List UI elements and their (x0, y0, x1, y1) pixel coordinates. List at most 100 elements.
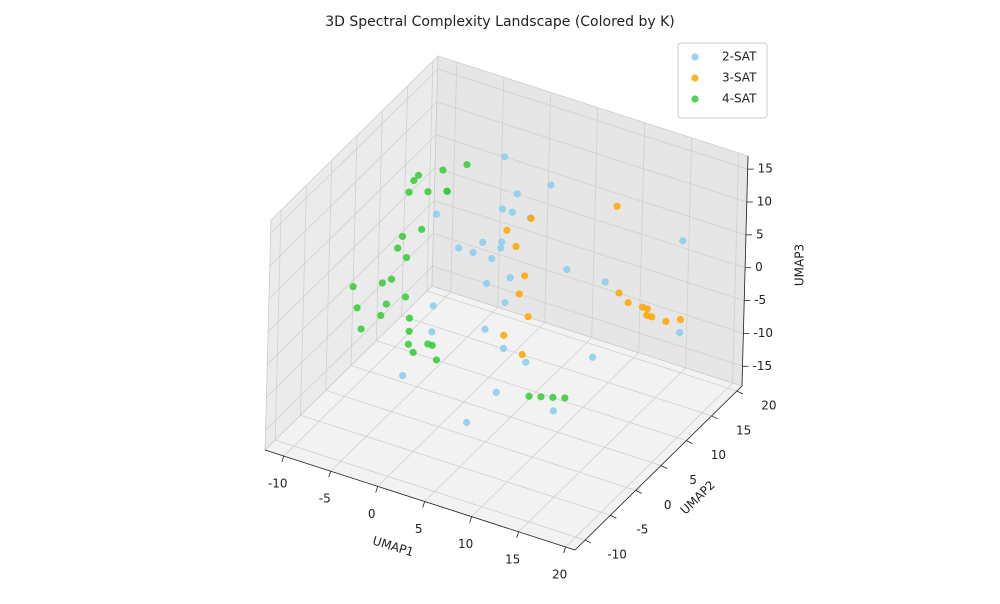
tick-mark (686, 440, 693, 445)
data-point (479, 238, 487, 246)
data-point (432, 356, 441, 364)
data-point (469, 248, 477, 257)
data-point (522, 358, 530, 366)
tick-mark (422, 501, 426, 508)
data-point (405, 327, 413, 335)
grid-line (375, 110, 383, 341)
grid-line (325, 160, 333, 391)
data-point (613, 202, 621, 210)
data-point (498, 205, 507, 213)
tick-mark (375, 486, 379, 493)
tick-mark (281, 455, 285, 463)
grid-line (685, 137, 693, 368)
tick-mark (328, 471, 332, 478)
series-0 (399, 153, 687, 427)
grid-line (266, 200, 435, 365)
data-point (404, 340, 413, 348)
data-point (394, 244, 402, 252)
y-tick-label: 0 (664, 498, 672, 512)
axis-line (574, 385, 743, 551)
data-point (525, 392, 533, 400)
data-point (508, 208, 516, 216)
grid-line (471, 352, 639, 517)
data-point (501, 153, 509, 161)
series-1 (500, 202, 685, 359)
grid-line (426, 290, 738, 392)
x-tick-label: 0 (368, 507, 376, 521)
data-point (500, 331, 508, 339)
data-point (643, 305, 651, 313)
data-point (521, 272, 529, 280)
z-tick-label: 0 (755, 260, 763, 274)
data-point (349, 283, 357, 291)
y-tick-label: 15 (736, 423, 751, 437)
data-point (679, 237, 687, 245)
grid-line (436, 101, 747, 203)
data-point (498, 238, 506, 246)
data-point (518, 350, 526, 359)
z-tick-label: -10 (753, 326, 773, 340)
x-tick-label: -5 (319, 492, 331, 506)
data-point (513, 190, 521, 198)
grid-line (350, 365, 662, 466)
grid-line (732, 152, 740, 383)
x-tick-label: -10 (268, 477, 288, 491)
data-point (481, 325, 489, 333)
grid-line (270, 68, 438, 234)
data-point (643, 311, 651, 319)
x-tick-label: 10 (458, 537, 473, 551)
data-point (515, 290, 523, 298)
grid-line (518, 367, 686, 533)
legend-label: 4-SAT (722, 92, 757, 106)
data-point (418, 225, 426, 233)
y-tick-label: 5 (689, 473, 697, 487)
series-2 (349, 160, 569, 402)
data-point (353, 304, 361, 312)
grid-line (437, 68, 748, 170)
data-point (402, 253, 411, 262)
y-tick-label: -10 (607, 548, 627, 562)
data-point (398, 232, 407, 241)
z-axis-label: UMAP3 (793, 244, 807, 286)
data-point (439, 166, 447, 174)
z-tick-label: 10 (757, 195, 772, 209)
tick-mark (584, 539, 592, 544)
grid-line (435, 134, 747, 236)
data-point (455, 244, 463, 252)
z-tick-label: -15 (753, 359, 773, 373)
data-point (382, 300, 390, 308)
data-point (462, 418, 471, 427)
data-point (357, 325, 365, 333)
data-point (488, 254, 496, 263)
data-point (387, 275, 396, 283)
axis-line (264, 449, 576, 551)
data-point (589, 353, 597, 361)
grid-line (269, 101, 438, 267)
data-point (492, 388, 500, 396)
tick-mark (469, 516, 473, 523)
legend-label: 2-SAT (722, 50, 757, 64)
legend-label: 3-SAT (722, 71, 757, 85)
grid-line (300, 185, 307, 416)
data-point (443, 187, 451, 195)
data-point (432, 210, 441, 218)
x-tick-label: 15 (505, 552, 520, 566)
grid-line (330, 306, 499, 472)
data-point (512, 242, 520, 251)
grid-line (377, 322, 546, 487)
data-point (377, 311, 385, 320)
data-point (563, 265, 571, 274)
tick-mark (610, 514, 617, 519)
grid-line (401, 315, 712, 417)
tick-mark (660, 465, 668, 469)
grid-line (591, 107, 599, 338)
tick-mark (635, 490, 642, 494)
data-point (399, 371, 407, 380)
axis-line (741, 155, 749, 387)
data-point (561, 394, 569, 402)
legend-marker (691, 53, 699, 61)
z-tick-label: 15 (758, 162, 773, 176)
y-tick-label: -5 (636, 523, 648, 537)
data-point (547, 181, 555, 189)
grid-line (325, 389, 636, 491)
